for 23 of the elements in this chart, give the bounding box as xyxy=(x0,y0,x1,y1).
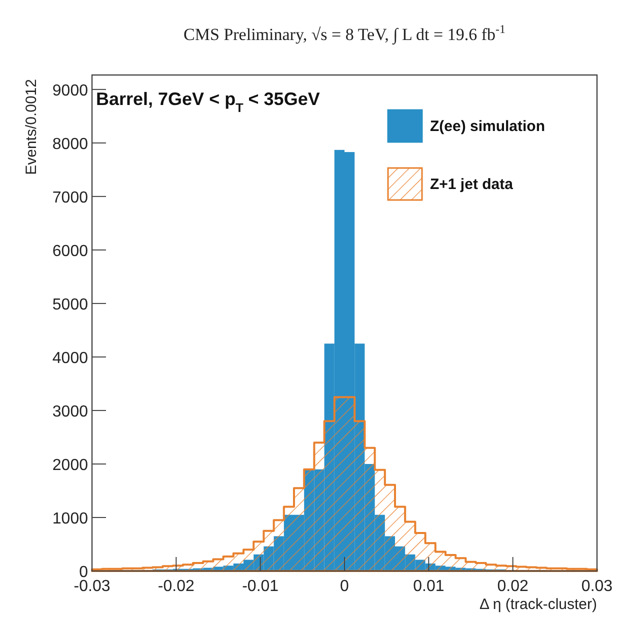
x-tick-label: 0 xyxy=(340,578,350,595)
y-tick-label: 3000 xyxy=(52,403,88,420)
y-tick-label: 7000 xyxy=(52,189,88,206)
x-tick-label: 0.01 xyxy=(413,578,444,595)
x-tick-label: 0.03 xyxy=(581,578,613,595)
y-axis-title: Events/0.0012 xyxy=(23,79,40,175)
legend-label: Z(ee) simulation xyxy=(430,118,546,135)
annotation: Barrel, 7GeV < p$_{T}$ < 35GeV xyxy=(96,89,320,115)
y-tick-label: 1000 xyxy=(52,510,88,528)
x-tick-label: -0.02 xyxy=(158,578,195,595)
x-tick-label: 0.02 xyxy=(497,578,529,595)
y-tick-label: 8000 xyxy=(52,136,88,153)
y-tick-label: 0 xyxy=(79,564,88,581)
y-tick-label: 4000 xyxy=(52,350,88,367)
x-tick-label: -0.01 xyxy=(242,578,279,595)
y-tick-label: 2000 xyxy=(52,456,88,474)
y-tick-label: 6000 xyxy=(52,242,88,260)
legend-label: Z+1 jet data xyxy=(430,176,514,193)
x-tick-label: -0.03 xyxy=(74,578,110,595)
y-tick-label: 9000 xyxy=(52,82,88,100)
chart-title: CMS Preliminary, √s = 8 TeV, ∫ L dt = 19.6 fb$^{-1}$ xyxy=(184,22,506,45)
y-tick-label: 5000 xyxy=(52,296,88,314)
x-axis-title: Δ η (track-cluster) xyxy=(479,596,597,613)
